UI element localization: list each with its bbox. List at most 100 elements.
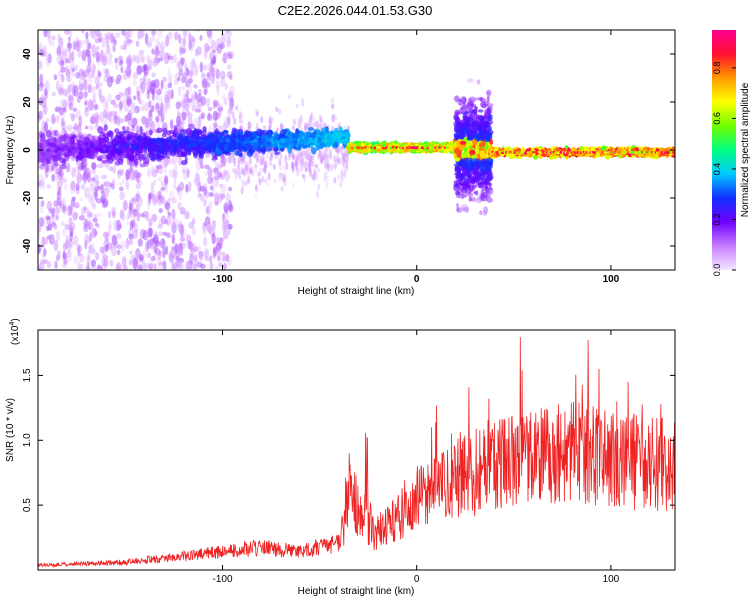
heatmap-cell [164,138,170,143]
heatmap-cell [173,128,179,134]
heatmap-cell [345,159,349,169]
heatmap-cell [59,98,66,107]
heatmap-cell [153,244,158,253]
heatmap-cell [291,151,295,160]
heatmap-cell [210,39,217,50]
heatmap-cell [144,102,150,112]
heatmap-cell [78,115,83,127]
heatmap-cell [99,50,105,61]
heatmap-cell [145,262,150,269]
heatmap-cell [213,66,219,74]
heatmap-cell [315,164,318,169]
heatmap-cell [209,185,214,191]
heatmap-cell [229,85,235,98]
heatmap-cell [186,168,190,178]
heatmap-cell [272,141,278,148]
heatmap-cell [469,108,475,114]
heatmap-cell [161,246,165,258]
heatmap-cell [183,228,187,237]
heatmap-cell [178,242,183,254]
heatmap-cell [222,55,226,62]
heatmap-cell [39,204,44,214]
heatmap-cell [136,90,141,101]
heatmap-cell [323,175,327,183]
heatmap-cell [335,147,339,154]
heatmap-cell [82,79,88,92]
heatmap-cell [220,193,226,200]
heatmap-cell [192,57,196,69]
heatmap-cell [69,61,76,70]
heatmap-cell [196,93,202,103]
heatmap-cell [72,113,78,118]
heatmap-cell [68,217,73,226]
heatmap-cell [224,152,232,156]
heatmap-cell [151,190,158,203]
heatmap-cell [182,72,188,79]
heatmap-cell [88,183,95,191]
heatmap-cell [279,137,286,144]
heatmap-cell [59,200,63,209]
heatmap-cell [205,206,211,211]
heatmap-cell [177,262,184,268]
heatmap-cell [320,153,324,164]
heatmap-cell [60,197,67,207]
heatmap-cell [181,111,187,121]
heatmap-cell [477,109,484,113]
heatmap-cell [140,81,146,94]
heatmap-cell [342,152,346,160]
heatmap-cell [155,46,159,51]
heatmap-cell [155,37,161,50]
heatmap-cell [41,236,46,248]
heatmap-cell [84,221,89,233]
heatmap-cell [137,264,143,270]
heatmap-cell [223,202,229,213]
heatmap-cell [68,224,74,231]
heatmap-cell [237,156,241,165]
heatmap-cell [139,126,143,133]
heatmap-cell [119,209,125,220]
heatmap-cell [51,221,57,228]
heatmap-cell [172,170,177,181]
heatmap-cell [75,40,80,52]
heatmap-cell [331,97,335,107]
heatmap-cell [111,211,116,219]
heatmap-cell [138,49,145,56]
heatmap-cell [129,250,133,255]
heatmap-cell [207,131,214,140]
heatmap-cell [117,136,123,141]
heatmap-cell [210,72,216,84]
heatmap-cell [116,75,121,85]
heatmap-cell [159,50,166,59]
heatmap-cell [223,97,228,106]
heatmap-cell [145,54,150,62]
heatmap-cell [67,84,73,93]
heatmap-cell [475,199,482,204]
heatmap-cell [73,85,79,97]
heatmap-cell [82,217,88,228]
heatmap-cell [298,153,302,160]
heatmap-cell [150,105,155,113]
heatmap-cell [75,134,79,141]
heatmap-cell [314,137,319,146]
heatmap-cell [246,144,251,152]
heatmap-cell [60,66,67,73]
heatmap-cell [245,167,249,175]
heatmap-cell [264,178,268,183]
heatmap-cell [216,84,220,96]
heatmap-cell [115,219,122,232]
heatmap-cell [160,195,165,205]
heatmap-cell [135,54,141,64]
heatmap-cell [38,151,41,158]
heatmap-cell [322,153,326,161]
heatmap-cell [485,89,492,96]
heatmap-cell [300,157,304,167]
heatmap-cell [181,148,189,152]
heatmap-cell [91,30,97,34]
heatmap-cell [46,159,50,164]
heatmap-cell [55,80,60,92]
heatmap-cell [213,130,221,134]
heatmap-cell [97,158,103,162]
heatmap-cell [95,251,99,261]
heatmap-cell [51,173,56,182]
figure-title: C2E2.2026.044.01.53.G30 [278,3,433,18]
